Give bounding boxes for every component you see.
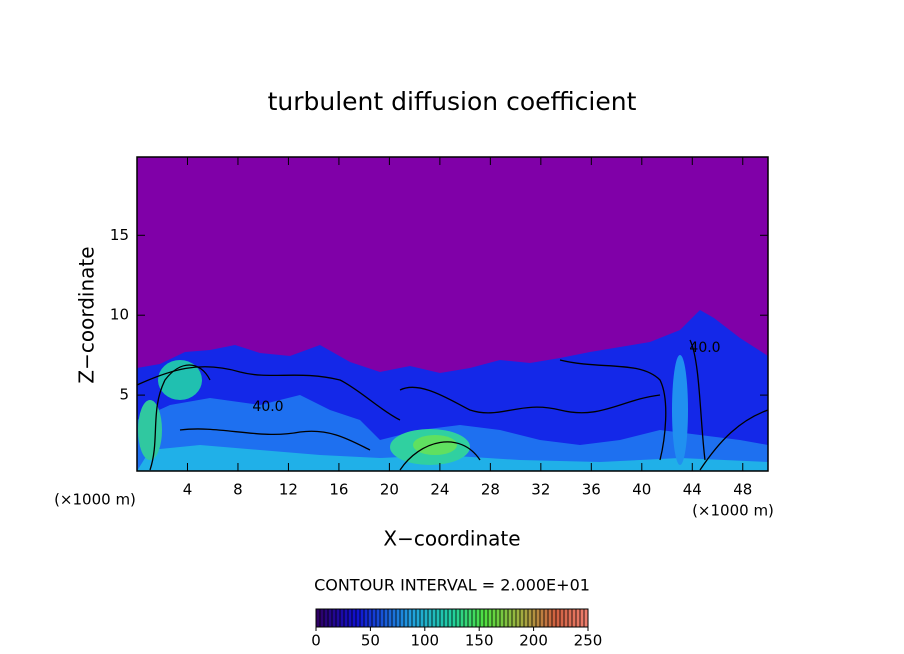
y-axis-label: Z−coordinate <box>75 246 99 383</box>
x-tick-label: 20 <box>380 481 399 499</box>
x-axis-label: X−coordinate <box>383 527 520 551</box>
colorbar-tick-label: 150 <box>465 632 494 650</box>
x-tick-label: 36 <box>582 481 601 499</box>
x-tick-label: 16 <box>329 481 348 499</box>
y-tick-label: 10 <box>110 306 129 324</box>
colorbar-tick-label: 100 <box>410 632 439 650</box>
x-unit-label: (×1000 m) <box>692 502 774 520</box>
x-tick-label: 24 <box>430 481 449 499</box>
x-tick-label: 44 <box>683 481 702 499</box>
contour-label: 40.0 <box>252 399 283 415</box>
x-tick-label: 12 <box>279 481 298 499</box>
colorbar-tick-label: 50 <box>361 632 380 650</box>
x-tick-label: 32 <box>531 481 550 499</box>
chart-title: turbulent diffusion coefficient <box>268 87 637 116</box>
contour-interval: CONTOUR INTERVAL = 2.000E+01 <box>314 576 590 595</box>
x-tick-label: 8 <box>233 481 243 499</box>
plot-frame <box>136 156 769 472</box>
y-tick-label: 5 <box>119 386 129 404</box>
contour-label: 40.0 <box>689 340 720 356</box>
colorbar-tick-label: 200 <box>519 632 548 650</box>
colorbar-stripes <box>315 609 589 627</box>
colorbar-frame <box>315 608 589 628</box>
colorbar-tick-label: 250 <box>574 632 603 650</box>
colorbar-tick-label: 0 <box>311 632 321 650</box>
x-tick-label: 40 <box>632 481 651 499</box>
x-tick-label: 4 <box>183 481 193 499</box>
x-tick-label: 28 <box>481 481 500 499</box>
y-tick-label: 15 <box>110 226 129 244</box>
x-unit-label: (×1000 m) <box>54 491 136 509</box>
x-tick-label: 48 <box>733 481 752 499</box>
contour-field <box>137 157 768 471</box>
